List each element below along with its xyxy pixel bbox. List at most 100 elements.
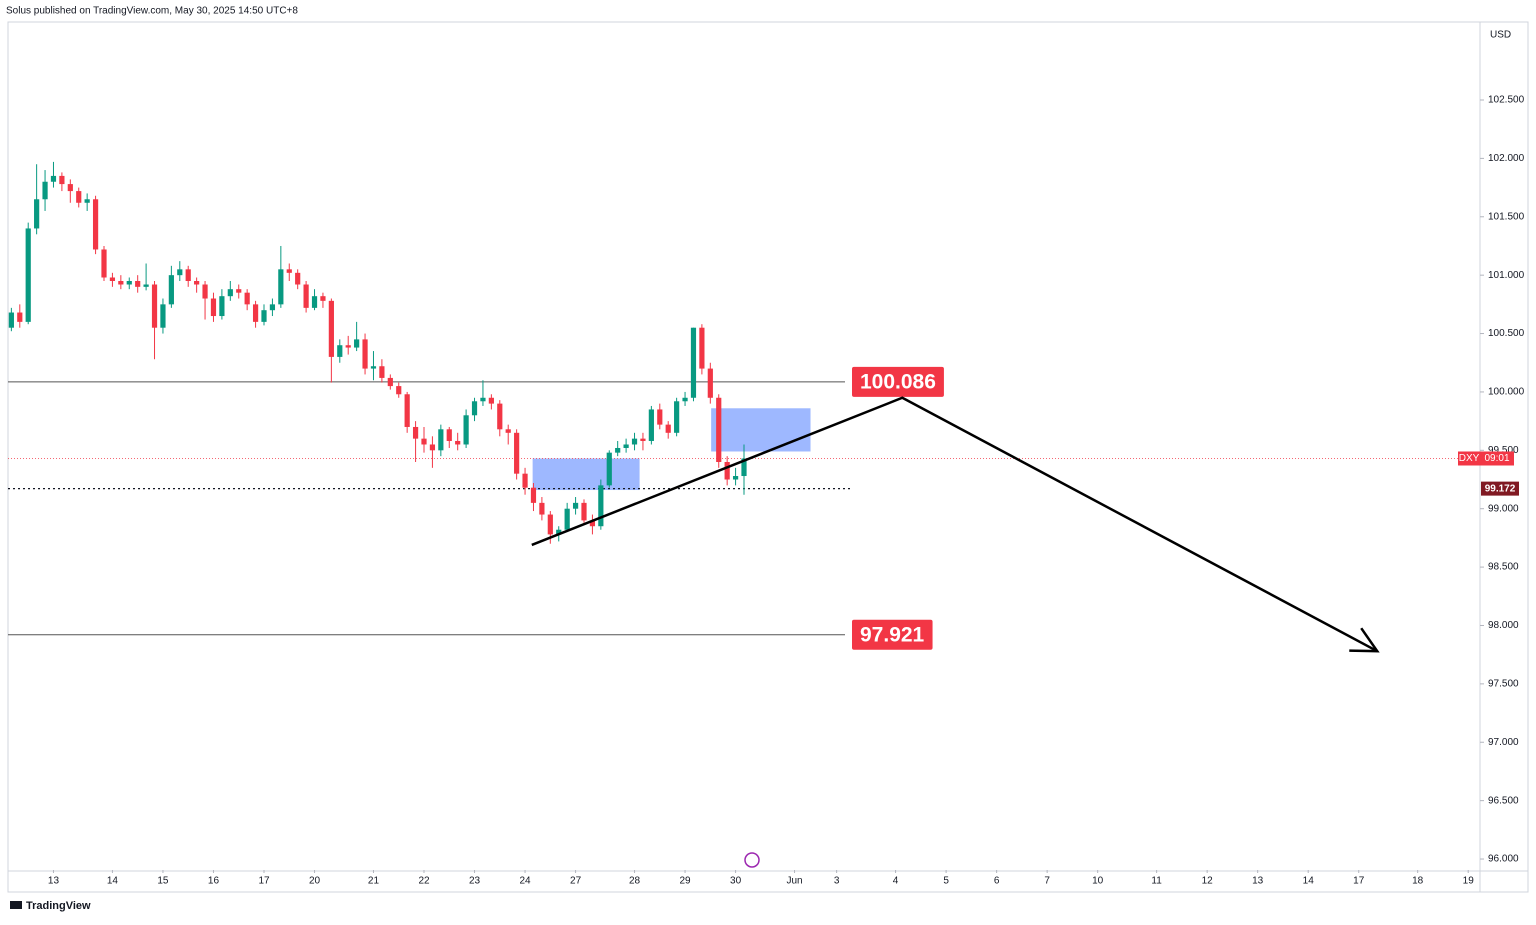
x-tick-label: 14 xyxy=(1303,876,1315,887)
candle-body xyxy=(34,199,40,229)
candle-body xyxy=(471,401,478,416)
level-tag xyxy=(852,366,944,397)
x-tick-label: 17 xyxy=(258,876,270,887)
candle-body xyxy=(303,284,309,308)
candle-body xyxy=(261,310,267,322)
candle-body xyxy=(438,429,444,451)
candle-body xyxy=(17,312,23,322)
y-tick-label: 99.000 xyxy=(1488,503,1519,514)
x-tick-label: 13 xyxy=(48,876,60,887)
x-tick-label: 12 xyxy=(1202,876,1214,887)
candle-body xyxy=(421,438,427,445)
candle-body xyxy=(446,429,452,441)
candle-body xyxy=(514,432,520,474)
y-tick-label: 97.000 xyxy=(1488,737,1519,748)
x-tick-label: 30 xyxy=(730,876,742,887)
candle-body xyxy=(412,426,419,439)
candle-body xyxy=(269,304,276,311)
y-tick-label: 100.500 xyxy=(1488,328,1525,339)
candle-body xyxy=(8,312,14,328)
y-tick-label: 96.000 xyxy=(1488,854,1519,865)
x-tick-label: 19 xyxy=(1463,876,1475,887)
candle-body xyxy=(135,281,141,287)
price-tag xyxy=(1481,481,1519,496)
x-tick-label: Jun xyxy=(786,876,802,887)
candle-body xyxy=(488,397,494,404)
candle-body xyxy=(84,199,90,203)
candle-body xyxy=(505,429,511,433)
x-tick-label: 21 xyxy=(368,876,380,887)
x-tick-label: 14 xyxy=(107,876,119,887)
candle-body xyxy=(345,345,351,348)
x-tick-label: 28 xyxy=(629,876,641,887)
candle-body xyxy=(674,401,680,433)
candle-body xyxy=(396,386,402,395)
x-tick-label: 16 xyxy=(208,876,220,887)
candle-body xyxy=(530,487,537,503)
candle-body xyxy=(707,368,713,398)
candle-body xyxy=(665,424,671,433)
y-tick-label: 101.000 xyxy=(1488,270,1525,281)
candle-body xyxy=(370,366,377,369)
y-tick-label: 96.500 xyxy=(1488,795,1519,806)
currency: USD xyxy=(1490,30,1511,41)
candle-body xyxy=(194,281,200,285)
candle-body xyxy=(328,300,334,357)
y-tick-label: 97.500 xyxy=(1488,679,1519,690)
candle-body xyxy=(143,284,149,287)
candle-body xyxy=(556,529,562,535)
x-tick-label: 22 xyxy=(418,876,430,887)
candle-body xyxy=(25,228,31,322)
event-icon[interactable] xyxy=(744,852,760,868)
y-tick-label: 99.500 xyxy=(1488,445,1519,456)
y-tick-label: 100.000 xyxy=(1488,387,1525,398)
x-tick-label: 13 xyxy=(1252,876,1264,887)
candle-body xyxy=(404,394,410,427)
symbol-tag xyxy=(1458,451,1480,466)
x-tick-label: 7 xyxy=(1044,876,1050,887)
candle-body xyxy=(497,403,503,430)
candle-body xyxy=(480,397,486,402)
candle-body xyxy=(286,269,292,273)
x-tick-label: 10 xyxy=(1092,876,1104,887)
candle-body xyxy=(606,452,612,486)
logo xyxy=(10,901,22,909)
candle-body xyxy=(210,298,217,317)
candle-body xyxy=(657,409,663,425)
y-tick-label: 102.500 xyxy=(1488,95,1525,106)
candle-body xyxy=(295,272,301,285)
x-tick-label: 15 xyxy=(157,876,169,887)
candle-body xyxy=(598,485,604,527)
candle-body xyxy=(539,502,545,515)
price-tag-label: 99.172 xyxy=(1485,483,1516,494)
candle-body xyxy=(109,277,116,282)
candle-body xyxy=(429,444,436,451)
candle-body xyxy=(278,269,284,305)
candle-body xyxy=(92,199,99,250)
candle-body xyxy=(724,461,730,480)
arrow-head xyxy=(1349,627,1380,653)
x-tick-label: 27 xyxy=(570,876,582,887)
footer: TradingView xyxy=(26,900,91,912)
candle-body xyxy=(362,339,368,369)
candle-body xyxy=(202,284,208,299)
candle-body xyxy=(42,181,48,200)
candle-body xyxy=(463,415,469,445)
y-tick-label: 98.000 xyxy=(1488,620,1519,631)
x-tick-label: 6 xyxy=(994,876,1000,887)
symbol-tag-label: DXY xyxy=(1459,453,1480,464)
frame xyxy=(7,21,1529,893)
level-label: 97.921 xyxy=(860,623,925,646)
countdown-label: 09:01 xyxy=(1484,453,1509,464)
candle-body xyxy=(640,438,646,441)
candle-body xyxy=(311,296,318,308)
candle-body xyxy=(59,175,65,185)
candle-body xyxy=(227,289,233,297)
candle-body xyxy=(564,508,570,530)
x-tick-label: 24 xyxy=(519,876,531,887)
candle-body xyxy=(631,438,638,445)
candle-body xyxy=(522,473,528,488)
